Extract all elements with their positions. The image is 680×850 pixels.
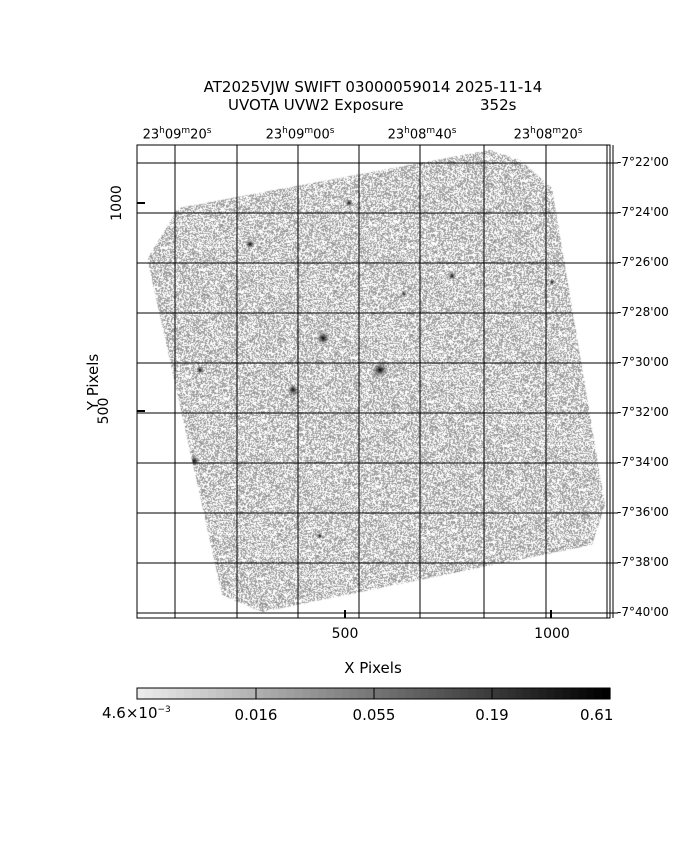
dec-tick-label: -7°22'00 [617, 155, 669, 169]
colorbar-swatch [263, 688, 272, 699]
colorbar-swatch [460, 688, 469, 699]
x-tick-label-1000: 1000 [534, 626, 570, 642]
y-axis-label: Y Pixels [84, 353, 102, 411]
plot-frame [136, 144, 611, 619]
colorbar-swatch [278, 688, 288, 699]
chart-title-exposure: 352s [480, 96, 517, 114]
dec-tick-label: -7°26'00 [617, 255, 669, 269]
colorbar-swatch [539, 688, 548, 699]
colorbar-swatch [397, 688, 406, 699]
colorbar-swatch [144, 688, 154, 699]
colorbar-swatch [192, 688, 201, 699]
colorbar-swatch [247, 688, 256, 699]
colorbar-swatch [341, 688, 351, 699]
colorbar-swatch [452, 688, 461, 699]
colorbar-swatch [373, 688, 382, 699]
colorbar-swatch [302, 688, 312, 699]
dec-tick-label: -7°34'00 [617, 455, 669, 469]
colorbar-swatch [483, 688, 493, 699]
colorbar-swatch [586, 688, 595, 699]
dec-tick-label: -7°24'00 [617, 205, 669, 219]
colorbar-swatch [231, 688, 241, 699]
colorbar-swatch [184, 688, 193, 699]
colorbar-swatch [570, 688, 580, 699]
colorbar-swatch [271, 688, 280, 699]
dec-tick-label: -7°38'00 [617, 555, 669, 569]
colorbar-swatch [318, 688, 327, 699]
colorbar-swatch [507, 688, 516, 699]
colorbar-label-1: 0.016 [234, 706, 278, 724]
ra-tick-label: 23h09m20s [142, 126, 212, 143]
ra-tick-label: 23h09m00s [265, 126, 335, 143]
y-tick-label-1000: 1000 [109, 185, 125, 221]
colorbar-swatch [381, 688, 390, 699]
colorbar-swatch [412, 688, 422, 699]
dec-tick-label: -7°30'00 [617, 355, 669, 369]
colorbar-swatch [349, 688, 359, 699]
dec-tick-label: -7°28'00 [617, 305, 669, 319]
colorbar-swatch [168, 688, 178, 699]
colorbar-label-2: 0.055 [352, 706, 396, 724]
colorbar-swatch [468, 688, 477, 699]
chart-title-line1: AT2025VJW SWIFT 03000059014 2025-11-14 [203, 78, 543, 96]
colorbar-swatch [255, 688, 264, 699]
colorbar-swatch [523, 688, 532, 699]
colorbar-swatch [160, 688, 170, 699]
dec-tick-label: -7°40'00 [617, 605, 669, 619]
colorbar-label-min: 4.6×10−3 [102, 704, 171, 722]
colorbar-swatch [602, 688, 611, 699]
colorbar-swatch [554, 688, 564, 699]
colorbar-swatch [334, 688, 343, 699]
dec-tick-label: -7°32'00 [617, 405, 669, 419]
colorbar-swatch [357, 688, 367, 699]
colorbar-swatch [200, 688, 209, 699]
ra-tick-label: 23h08m40s [387, 126, 457, 143]
colorbar-swatch [310, 688, 319, 699]
colorbar-swatch [428, 688, 438, 699]
colorbar-swatch [365, 688, 375, 699]
colorbar-swatch [562, 688, 572, 699]
colorbar-swatch [578, 688, 587, 699]
chart-title-filter: UVOTA UVW2 Exposure [228, 96, 404, 114]
colorbar-swatch [594, 688, 603, 699]
colorbar-swatch [491, 688, 501, 699]
colorbar-swatch [420, 688, 430, 699]
colorbar-swatch [515, 688, 524, 699]
colorbar-swatch [286, 688, 296, 699]
colorbar-swatch [239, 688, 248, 699]
colorbar-swatch [405, 688, 414, 699]
colorbar-swatch [223, 688, 233, 699]
x-axis-label: X Pixels [344, 659, 402, 677]
colorbar-swatch [294, 688, 304, 699]
colorbar-label-max: 0.61 [580, 706, 614, 724]
colorbar-swatch [215, 688, 225, 699]
colorbar-swatch [531, 688, 540, 699]
colorbar-swatch [326, 688, 335, 699]
colorbar-swatch [389, 688, 398, 699]
colorbar-swatch [152, 688, 162, 699]
colorbar-swatch [137, 688, 146, 699]
colorbar-swatch [546, 688, 556, 699]
x-tick-label-500: 500 [331, 626, 359, 642]
colorbar-swatch [207, 688, 217, 699]
dec-tick-label: -7°36'00 [617, 505, 669, 519]
colorbar-swatch [176, 688, 185, 699]
colorbar-label-3: 0.19 [475, 706, 509, 724]
colorbar-swatch [499, 688, 509, 699]
colorbar-swatch [475, 688, 485, 699]
colorbar-swatch [436, 688, 446, 699]
ra-tick-label: 23h08m20s [513, 126, 583, 143]
colorbar-swatch [444, 688, 453, 699]
sky-image [137, 145, 611, 619]
